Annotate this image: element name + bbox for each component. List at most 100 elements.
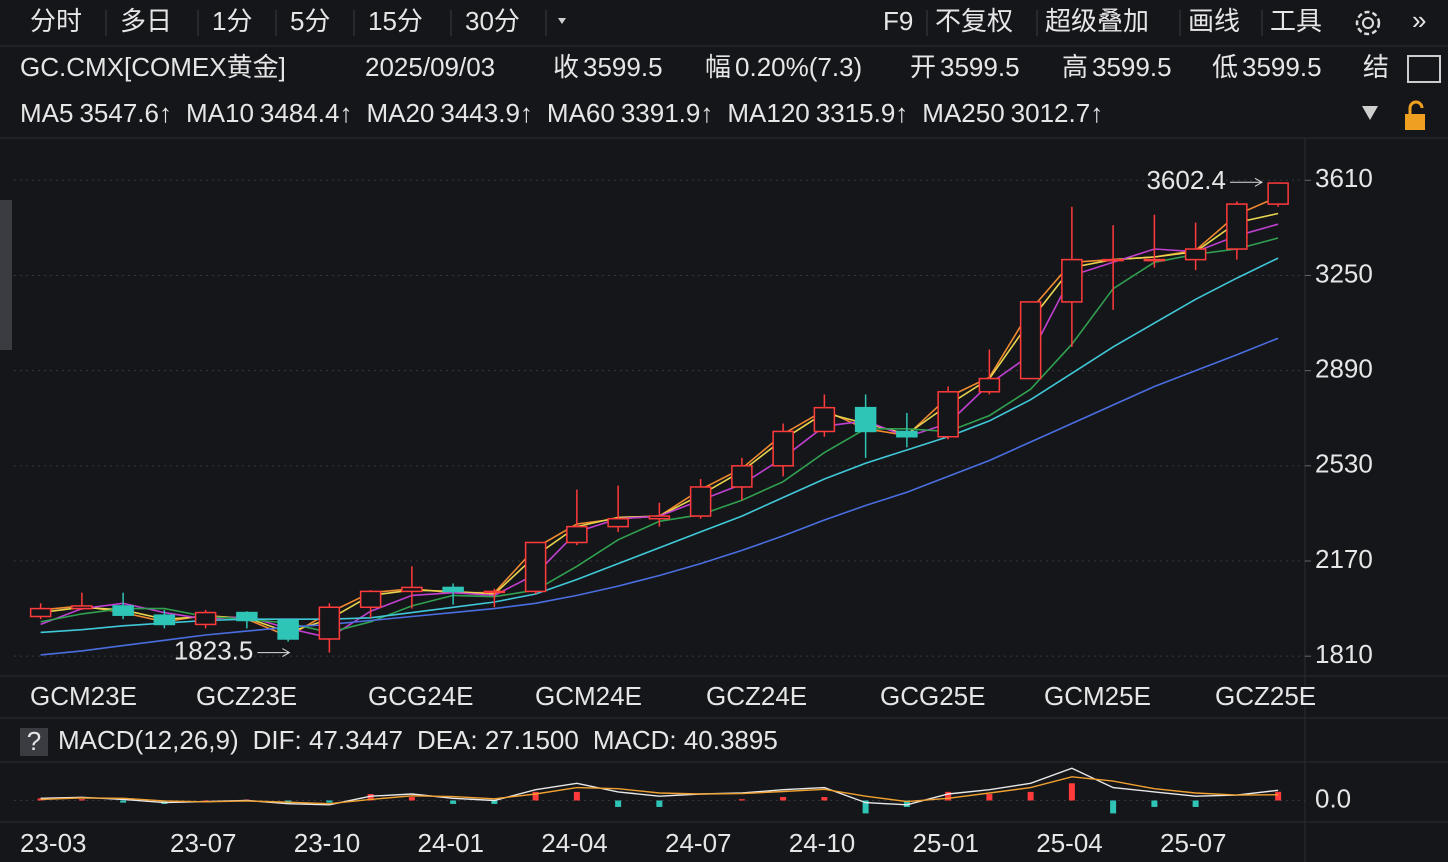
contract-label: GCG25E — [880, 681, 986, 711]
candle-body — [689, 486, 712, 517]
contract-label: GCZ24E — [706, 681, 807, 711]
contract-label: GCM23E — [30, 681, 137, 711]
field-label: 低 — [1212, 52, 1238, 82]
x-tick-label: 25-01 — [913, 828, 980, 858]
tool-button[interactable]: F9 — [883, 6, 913, 36]
macd-dif: DIF: 47.3447 — [253, 725, 403, 755]
x-tick-label: 24-01 — [418, 828, 485, 858]
candle-body — [813, 406, 836, 433]
contract-label: GCM25E — [1044, 681, 1151, 711]
macd-bar — [408, 797, 415, 801]
candle-body — [401, 586, 423, 593]
tool-button[interactable]: 画线 — [1188, 6, 1240, 36]
max-label: 3602.4 — [1146, 165, 1226, 195]
candle-body — [112, 605, 134, 616]
tab[interactable]: 多日 — [120, 6, 172, 36]
min-label: 1823.5 — [174, 635, 254, 665]
macd-bar — [738, 799, 745, 801]
candle-body — [1226, 203, 1248, 250]
candle-body — [194, 611, 217, 626]
dropdown-icon[interactable] — [558, 18, 566, 24]
candle-body — [731, 465, 753, 488]
x-tick-label: 24-10 — [789, 828, 856, 858]
candle-body — [1102, 258, 1124, 262]
x-tick-label: 23-10 — [294, 828, 361, 858]
help-text[interactable]: ? — [27, 726, 41, 756]
contract-label: GCZ25E — [1215, 681, 1316, 711]
candle-body — [359, 590, 382, 609]
candle-body — [442, 586, 464, 593]
y-tick-label: 2170 — [1315, 544, 1373, 574]
candle-body — [1143, 258, 1166, 262]
scrollbar[interactable] — [0, 200, 12, 350]
ma-line — [40, 337, 1279, 656]
tool-button[interactable]: 超级叠加 — [1045, 6, 1149, 36]
field-value: 3599.5 — [940, 52, 1020, 82]
macd-bar — [326, 800, 333, 803]
contract-label: GCM24E — [535, 681, 642, 711]
macd-bar — [573, 791, 580, 801]
candle-body — [566, 525, 588, 544]
tab[interactable]: 15分 — [368, 6, 423, 36]
macd-bar — [986, 794, 993, 801]
candle-body — [153, 614, 176, 626]
gear-hub — [1362, 17, 1374, 29]
candle-body — [854, 406, 877, 433]
macd-bar — [532, 791, 539, 801]
settings-icon[interactable] — [1355, 10, 1381, 36]
legend-value: 3547.6↑ — [79, 98, 172, 128]
candle-body — [1184, 248, 1207, 261]
macd-value: MACD: 40.3895 — [593, 725, 778, 755]
macd-bar — [491, 800, 498, 804]
tool-button[interactable]: 不复权 — [935, 6, 1013, 36]
legend-value: 3315.9↑ — [816, 98, 909, 128]
legend-name: MA10 — [186, 98, 254, 128]
dropdown-icon[interactable] — [1362, 106, 1378, 120]
macd-bar — [821, 797, 828, 801]
lock-body — [1405, 114, 1425, 130]
tab[interactable]: 1分 — [212, 6, 252, 36]
x-tick-label: 24-04 — [541, 828, 608, 858]
legend-value: 3012.7↑ — [1011, 98, 1104, 128]
candle-body — [896, 430, 918, 438]
macd-bar — [1275, 791, 1282, 801]
macd-bar — [862, 800, 869, 814]
candle-body — [483, 590, 506, 594]
tool-button[interactable]: 工具 — [1270, 6, 1322, 36]
tab[interactable]: 5分 — [290, 6, 330, 36]
y-tick-label: 2530 — [1315, 449, 1373, 479]
macd-dea: DEA: 27.1500 — [417, 725, 579, 755]
tab[interactable]: 30分 — [465, 6, 520, 36]
more-button[interactable]: » — [1412, 5, 1426, 35]
legend-name: MA120 — [727, 98, 809, 128]
legend-value: 3391.9↑ — [621, 98, 714, 128]
tab[interactable]: 分时 — [30, 6, 82, 36]
field-value: 3599.5 — [1092, 52, 1172, 82]
lock-shackle — [1408, 100, 1424, 114]
help-icon[interactable] — [20, 728, 48, 756]
macd-bar — [1068, 783, 1075, 801]
candle-body — [1267, 182, 1289, 205]
candle-body — [318, 606, 341, 640]
legend-value: 3484.4↑ — [260, 98, 353, 128]
macd-bar — [1192, 800, 1199, 807]
candle-body — [1019, 301, 1042, 380]
lock-icon[interactable] — [1405, 100, 1425, 130]
field-label: 幅 — [705, 52, 731, 82]
candle-body — [236, 611, 258, 622]
legend-name: MA5 — [20, 98, 73, 128]
macd-bar — [1027, 791, 1034, 801]
y-tick-label: 2890 — [1315, 354, 1373, 384]
candle-body — [772, 430, 794, 467]
macd-bar — [1151, 800, 1158, 807]
wp-icon[interactable] — [1407, 55, 1441, 83]
x-tick-label: 23-07 — [170, 828, 237, 858]
macd-bar — [367, 794, 374, 801]
y-tick-label: 0.0 — [1315, 783, 1351, 813]
macd-line — [40, 776, 1279, 805]
macd-bar — [78, 799, 85, 801]
field-label: 收 — [553, 52, 579, 82]
candle-body — [648, 515, 671, 520]
gear — [1355, 10, 1381, 36]
